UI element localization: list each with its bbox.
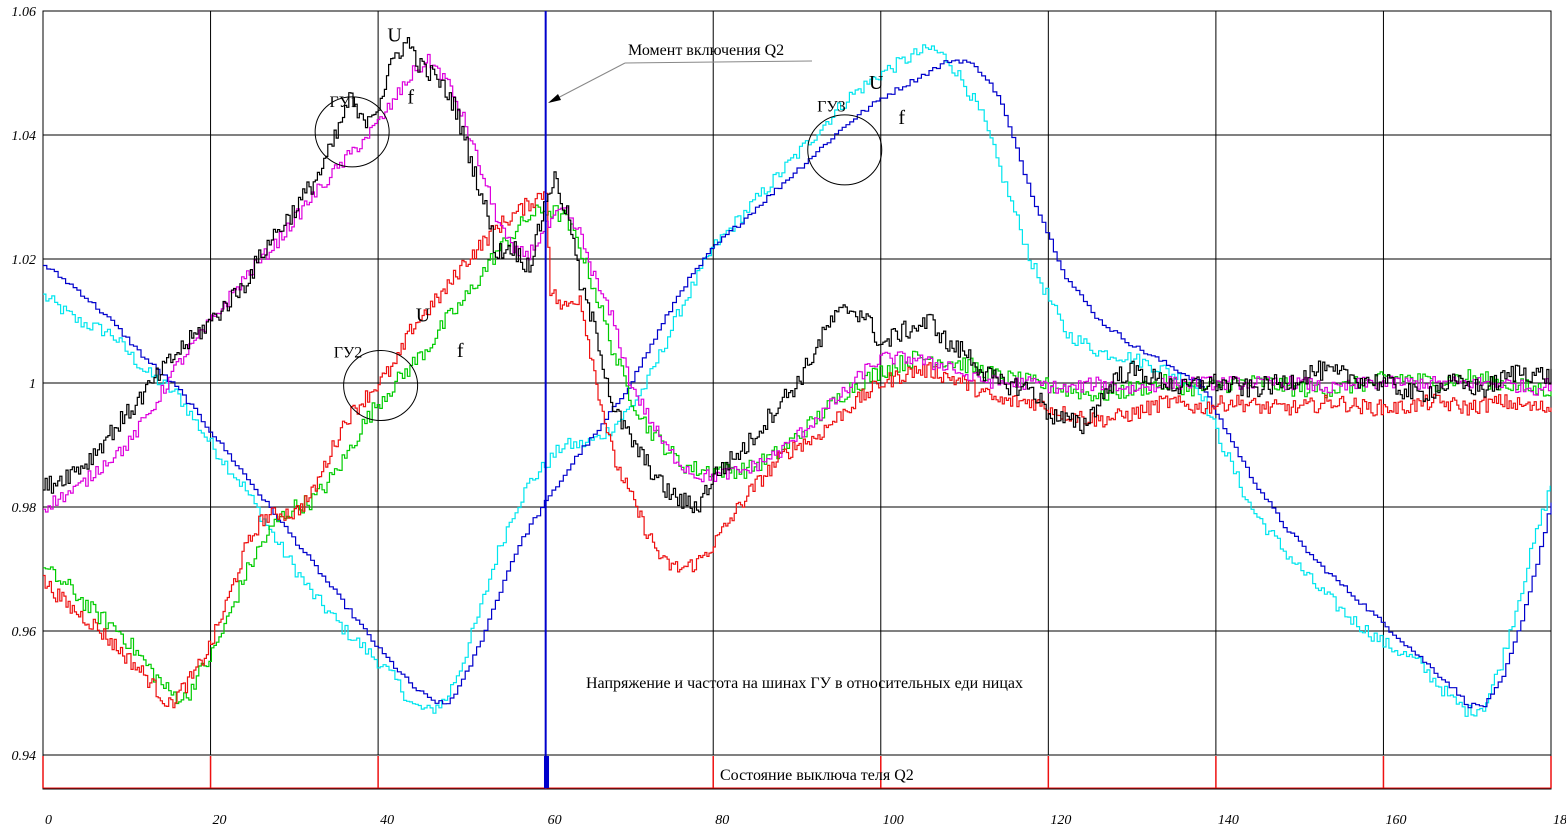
y-tick-label: 0.98 <box>12 501 37 516</box>
x-tick-label: 0 <box>45 813 52 828</box>
switch-arrow-line <box>549 62 626 103</box>
x-tick-label: 80 <box>715 813 729 828</box>
group-circle <box>343 349 419 421</box>
variable-label: U <box>416 305 431 327</box>
x-tick-label: 180 <box>1553 813 1566 828</box>
variable-label: f <box>457 340 464 362</box>
x-tick-label: 140 <box>1218 813 1239 828</box>
y-tick-label: 1 <box>29 377 36 392</box>
x-tick-label: 160 <box>1385 813 1406 828</box>
switch-caption: Состояние выключа теля Q2 <box>720 767 914 784</box>
axis-ticks: 0 20 40 60 80 100 120 140 160 180 0.94 0.96 0.98 1 1.0… <box>12 5 1566 828</box>
x-tick-label: 40 <box>380 813 394 828</box>
x-tick-label: 20 <box>213 813 227 828</box>
series-line-f2 <box>43 204 1552 705</box>
variable-label: f <box>407 86 414 108</box>
series-group <box>43 37 1552 717</box>
group-label: ГУ1 <box>330 94 359 111</box>
y-tick-label: 0.96 <box>12 625 37 640</box>
y-tick-label: 1.04 <box>12 129 37 144</box>
series-line-u2 <box>43 191 1552 709</box>
variable-label: U <box>387 24 402 46</box>
series-line-u1 <box>43 37 1552 514</box>
group-circle <box>314 96 390 168</box>
switch-arrow-head <box>548 94 561 103</box>
y-tick-label: 1.06 <box>12 5 37 20</box>
plot-frame <box>42 10 1552 790</box>
switch-state-panel <box>42 11 1552 789</box>
group-circles <box>314 96 883 421</box>
x-tick-label: 100 <box>883 813 904 828</box>
x-tick-label: 60 <box>548 813 562 828</box>
y-tick-label: 0.94 <box>12 749 37 764</box>
y-tick-label: 1.02 <box>12 253 37 268</box>
variable-label: f <box>898 107 905 129</box>
series-line-f1 <box>43 53 1552 513</box>
group-label: ГУ2 <box>334 345 363 362</box>
x-tick-label: 120 <box>1050 813 1071 828</box>
group-circle <box>807 114 883 186</box>
series-line-u3 <box>43 44 1551 717</box>
switch-label-leader <box>624 60 813 64</box>
switch-state-on-bar <box>543 756 550 788</box>
variable-label: U <box>869 72 884 94</box>
switch-moment-label: Момент включения Q2 <box>628 42 784 59</box>
group-label: ГУ3 <box>817 98 846 115</box>
main-caption: Напряжение и частота на шинах ГУ в относ… <box>586 675 1023 692</box>
series-line-f3 <box>43 59 1552 709</box>
